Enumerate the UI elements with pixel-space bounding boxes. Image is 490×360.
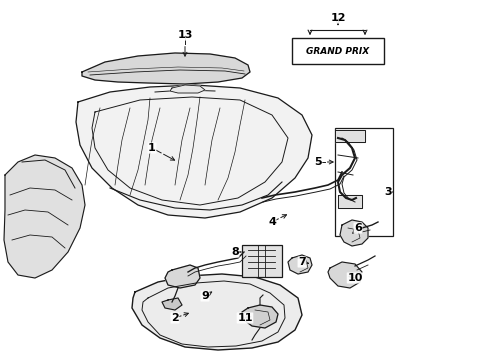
Polygon shape	[242, 305, 278, 328]
Polygon shape	[340, 220, 368, 246]
Text: 13: 13	[177, 30, 193, 40]
FancyBboxPatch shape	[292, 38, 384, 64]
Text: 1: 1	[148, 143, 156, 153]
Polygon shape	[82, 53, 250, 84]
Text: 10: 10	[347, 273, 363, 283]
Polygon shape	[4, 155, 85, 278]
Text: 11: 11	[237, 313, 253, 323]
Polygon shape	[335, 130, 365, 142]
Text: 8: 8	[231, 247, 239, 257]
Text: 7: 7	[298, 257, 306, 267]
Text: 9: 9	[201, 291, 209, 301]
Polygon shape	[132, 274, 302, 350]
Polygon shape	[338, 195, 362, 208]
Text: 4: 4	[268, 217, 276, 227]
Polygon shape	[170, 85, 205, 93]
Polygon shape	[165, 265, 200, 288]
Bar	[242, 245, 282, 277]
Bar	[335, 128, 393, 236]
Text: 2: 2	[171, 313, 179, 323]
Text: GRAND PRIX: GRAND PRIX	[306, 46, 369, 55]
Polygon shape	[76, 85, 312, 218]
Text: 5: 5	[314, 157, 322, 167]
Polygon shape	[328, 262, 362, 288]
Text: 3: 3	[384, 187, 392, 197]
Text: 6: 6	[354, 223, 362, 233]
Polygon shape	[288, 255, 312, 274]
Polygon shape	[162, 298, 182, 310]
Text: 12: 12	[330, 13, 346, 23]
